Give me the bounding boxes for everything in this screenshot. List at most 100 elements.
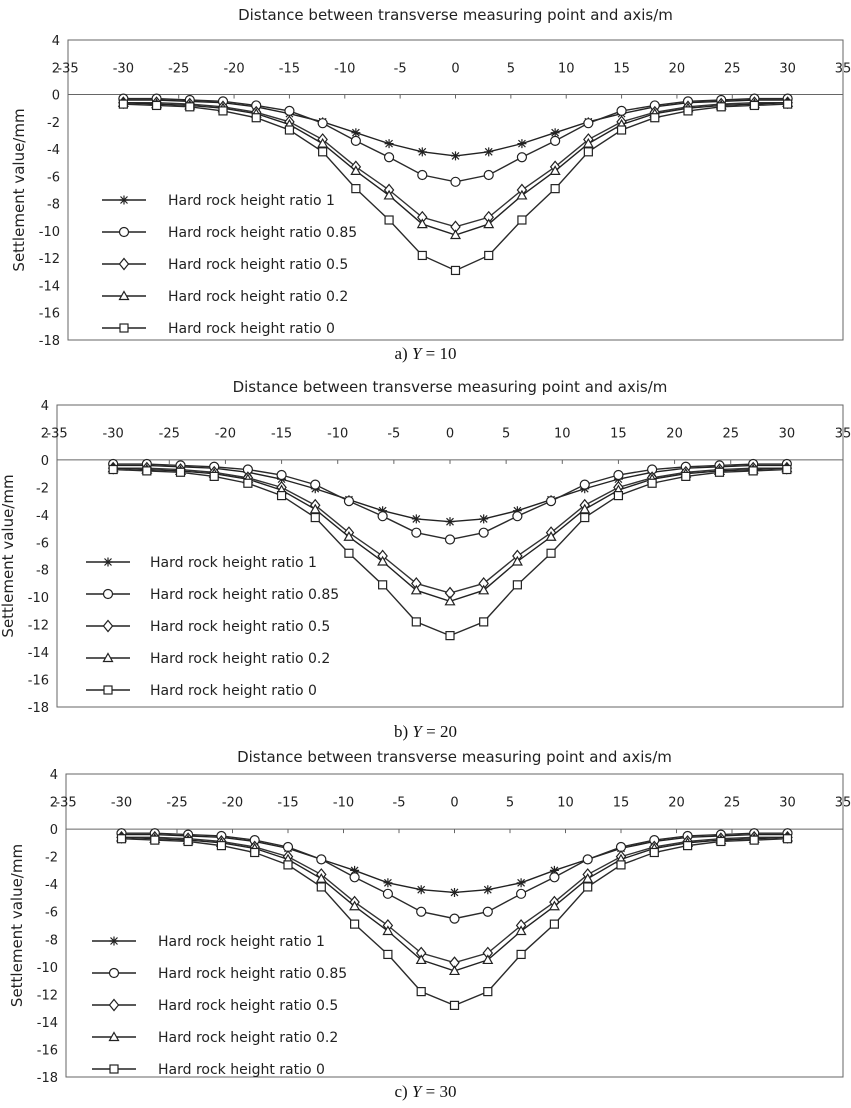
data-point-square	[411, 617, 421, 627]
y-tick-label: 4	[41, 399, 49, 414]
y-tick-label: -16	[37, 1043, 58, 1058]
y-tick-label: -14	[28, 646, 49, 661]
data-point-square	[185, 102, 195, 112]
data-point-circle	[282, 841, 294, 853]
data-point-square	[549, 919, 560, 929]
data-point-square	[748, 466, 758, 476]
x-tick-label: -25	[166, 796, 187, 811]
caption-variable: Y	[412, 722, 422, 741]
data-point-square	[318, 147, 328, 157]
legend-label: Hard rock height ratio 0	[150, 683, 317, 699]
data-point-square	[250, 847, 260, 858]
x-tick-label: 25	[724, 796, 741, 811]
data-point-square	[483, 987, 493, 997]
data-point-circle	[616, 105, 627, 117]
data-point-square	[613, 490, 624, 501]
data-point-circle	[515, 888, 527, 899]
x-tick-label: 35	[835, 796, 851, 811]
y-tick-label: -16	[39, 307, 60, 322]
y-tick-label: 4	[52, 34, 60, 49]
data-point-circle	[317, 118, 328, 129]
data-point-square	[218, 106, 228, 116]
data-point-triangle	[449, 229, 462, 240]
y-tick-label: 2	[52, 61, 60, 76]
x-tick-label: 20	[669, 61, 686, 76]
data-point-circle	[582, 854, 593, 865]
x-tick-label: -20	[222, 796, 243, 811]
data-point-asterisk	[411, 514, 421, 524]
data-point-square	[445, 631, 455, 641]
data-point-circle	[383, 152, 395, 163]
legend-marker-triangle	[118, 290, 130, 301]
data-point-square	[616, 860, 626, 870]
data-point-square	[681, 471, 691, 481]
data-point-square	[142, 466, 152, 476]
data-point-asterisk	[450, 887, 459, 897]
legend-item: Hard rock height ratio 0	[102, 321, 335, 337]
x-tick-label: -35	[46, 426, 67, 441]
data-point-triangle	[350, 165, 362, 176]
panel-caption-b: b) Y = 20	[0, 722, 851, 742]
data-point-square	[150, 835, 160, 845]
data-point-square	[546, 548, 556, 558]
data-point-circle	[284, 105, 295, 117]
legend-marker-square	[109, 1064, 119, 1074]
data-point-square	[682, 841, 693, 851]
data-point-triangle	[516, 189, 528, 200]
y-tick-label: 2	[50, 796, 58, 811]
legend-marker-circle	[118, 226, 130, 238]
legend-label: Hard rock height ratio 0	[158, 1062, 325, 1078]
data-point-square	[782, 464, 792, 475]
chart-legend: Hard rock height ratio 1 Hard rock height…	[102, 193, 357, 337]
legend-label: Hard rock height ratio 0.5	[158, 998, 338, 1014]
data-point-square	[183, 836, 193, 847]
x-axis	[67, 94, 844, 99]
data-point-triangle	[579, 503, 591, 514]
legend-marker-diamond	[102, 619, 114, 633]
data-point-square	[283, 860, 293, 870]
data-point-circle	[550, 135, 561, 147]
caption-equals: = 20	[426, 722, 457, 741]
data-point-triangle	[383, 189, 395, 200]
data-point-circle	[417, 169, 428, 181]
x-tick-label: 0	[446, 426, 454, 441]
data-point-triangle	[482, 954, 494, 965]
x-tick-label: -10	[327, 426, 348, 441]
data-point-triangle	[549, 165, 561, 176]
y-tick-label: -12	[39, 252, 60, 267]
panel-caption-a: a) Y = 10	[0, 344, 851, 364]
data-point-circle	[310, 479, 321, 490]
x-tick-label: 25	[724, 61, 741, 76]
data-point-square	[243, 478, 253, 488]
data-point-triangle	[317, 137, 329, 148]
data-point-circle	[276, 469, 287, 481]
y-tick-label: -18	[39, 334, 60, 348]
x-tick-label: -5	[387, 426, 400, 441]
caption-variable: Y	[411, 344, 422, 363]
legend-label: Hard rock height ratio 0.2	[150, 651, 330, 667]
data-point-circle	[450, 176, 461, 187]
caption-prefix: a)	[394, 344, 408, 363]
data-point-square	[416, 987, 426, 997]
legend-item: Hard rock height ratio 1	[86, 555, 317, 571]
x-tick-label: 0	[450, 796, 458, 811]
x-tick-label: -20	[223, 61, 244, 76]
data-point-square	[716, 836, 726, 847]
legend-marker-circle	[102, 588, 114, 600]
series-square	[118, 99, 793, 276]
y-tick-label: 2	[41, 426, 49, 441]
legend-marker-diamond	[108, 998, 120, 1012]
data-point-square	[108, 464, 118, 475]
series-line	[113, 467, 787, 594]
legend-marker-triangle	[108, 1031, 120, 1042]
x-tick-label: -15	[271, 426, 292, 441]
series-diamond	[118, 96, 793, 234]
data-point-square	[650, 113, 660, 123]
y-tick-label: 0	[52, 89, 60, 104]
legend-label: Hard rock height ratio 1	[158, 934, 325, 950]
x-tick-label: 10	[554, 426, 571, 441]
plot-area-frame	[56, 404, 844, 708]
y-tick-label: -4	[45, 878, 58, 893]
caption-equals: = 10	[425, 344, 457, 363]
y-tick-label: -14	[37, 1016, 58, 1031]
